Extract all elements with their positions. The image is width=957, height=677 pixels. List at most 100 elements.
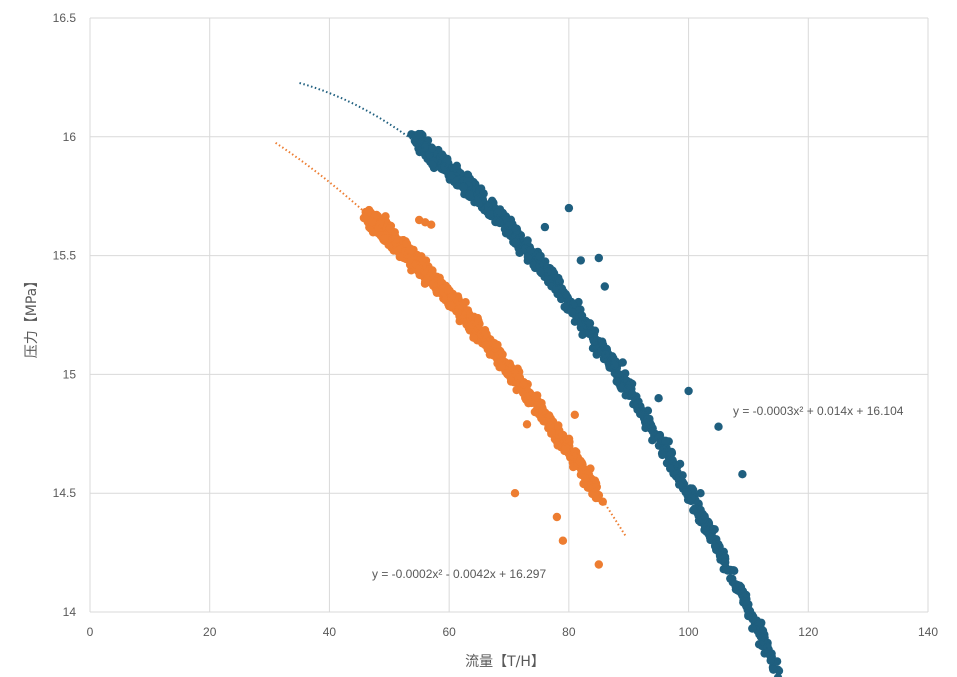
data-point bbox=[535, 261, 544, 270]
data-point bbox=[714, 422, 723, 431]
data-point bbox=[569, 300, 578, 309]
data-point bbox=[375, 220, 384, 229]
x-tick-label: 0 bbox=[87, 625, 94, 639]
data-point bbox=[547, 428, 556, 437]
data-point bbox=[421, 143, 430, 152]
data-point bbox=[359, 213, 369, 223]
y-tick-label: 16 bbox=[63, 130, 77, 144]
x-tick-label: 60 bbox=[442, 625, 456, 639]
data-point bbox=[553, 441, 562, 450]
data-point bbox=[536, 267, 545, 277]
data-point bbox=[773, 673, 783, 677]
data-point bbox=[675, 480, 684, 489]
data-point bbox=[540, 222, 550, 232]
data-point bbox=[735, 581, 744, 590]
data-point bbox=[510, 489, 520, 498]
data-point bbox=[700, 512, 709, 521]
data-point bbox=[425, 150, 434, 159]
data-point bbox=[593, 493, 603, 503]
data-point bbox=[570, 410, 579, 419]
data-point bbox=[435, 276, 445, 286]
data-point bbox=[589, 336, 598, 346]
data-point bbox=[591, 483, 600, 493]
data-point bbox=[507, 363, 516, 372]
x-tick-label: 20 bbox=[203, 625, 217, 639]
data-point bbox=[391, 235, 400, 244]
data-point bbox=[560, 302, 569, 312]
data-point bbox=[414, 129, 423, 139]
data-point bbox=[538, 406, 547, 416]
equation-series-2: y = -0.0002x² - 0.0042x + 16.297 bbox=[372, 567, 546, 581]
data-point bbox=[617, 383, 626, 393]
data-point bbox=[367, 217, 377, 227]
data-point bbox=[744, 611, 753, 621]
data-point bbox=[497, 356, 506, 365]
data-point bbox=[668, 456, 677, 465]
x-tick-label: 80 bbox=[562, 625, 576, 639]
data-point bbox=[519, 379, 528, 389]
data-point bbox=[421, 277, 430, 287]
data-point bbox=[474, 193, 483, 203]
data-point bbox=[446, 300, 456, 310]
data-point bbox=[497, 363, 506, 372]
equation-series-1: y = -0.0003x² + 0.014x + 16.104 bbox=[733, 404, 904, 418]
data-point bbox=[763, 642, 772, 651]
data-point bbox=[766, 656, 775, 665]
data-point bbox=[427, 220, 436, 229]
data-point bbox=[453, 308, 463, 317]
data-point bbox=[701, 522, 710, 532]
data-point bbox=[756, 632, 766, 641]
data-point bbox=[564, 203, 574, 213]
series-1-points bbox=[407, 129, 784, 677]
data-point bbox=[466, 313, 475, 323]
data-point bbox=[447, 293, 456, 302]
data-point bbox=[722, 565, 731, 574]
data-point bbox=[544, 274, 553, 284]
data-point bbox=[569, 452, 578, 461]
data-point bbox=[658, 450, 667, 460]
data-point bbox=[385, 224, 394, 233]
data-point bbox=[561, 443, 570, 453]
data-point bbox=[522, 420, 532, 429]
y-tick-label: 16.5 bbox=[53, 11, 77, 25]
data-point bbox=[503, 369, 512, 379]
data-point bbox=[428, 160, 437, 169]
data-point bbox=[402, 239, 412, 248]
data-point bbox=[748, 624, 757, 633]
trendline-series-2 bbox=[275, 141, 627, 537]
data-point bbox=[648, 427, 657, 436]
data-point bbox=[418, 255, 427, 264]
data-point bbox=[380, 234, 389, 243]
y-tick-label: 15 bbox=[63, 367, 77, 381]
data-point bbox=[529, 261, 538, 270]
data-point bbox=[666, 464, 675, 473]
data-point bbox=[558, 536, 568, 545]
series-2-points bbox=[359, 205, 607, 569]
data-point bbox=[473, 313, 482, 323]
trendlines bbox=[275, 82, 782, 677]
data-point bbox=[576, 256, 585, 265]
data-point bbox=[395, 252, 404, 262]
data-point bbox=[452, 161, 461, 170]
data-point bbox=[618, 358, 627, 367]
data-point bbox=[495, 218, 504, 227]
data-point bbox=[535, 252, 545, 261]
data-point bbox=[543, 267, 552, 277]
data-point bbox=[485, 209, 495, 218]
y-tick-label: 15.5 bbox=[53, 249, 77, 263]
data-point bbox=[738, 470, 747, 479]
data-point bbox=[684, 386, 693, 396]
series-layer bbox=[359, 129, 784, 677]
trendline-series-1 bbox=[299, 82, 782, 677]
data-point bbox=[493, 208, 502, 218]
data-point bbox=[769, 665, 778, 674]
data-point bbox=[443, 286, 453, 295]
data-point bbox=[564, 434, 574, 443]
data-point bbox=[518, 388, 528, 398]
data-point bbox=[585, 329, 594, 339]
data-point bbox=[440, 162, 449, 172]
data-point bbox=[594, 253, 603, 263]
data-point bbox=[696, 489, 705, 498]
y-tick-label: 14 bbox=[63, 605, 77, 619]
